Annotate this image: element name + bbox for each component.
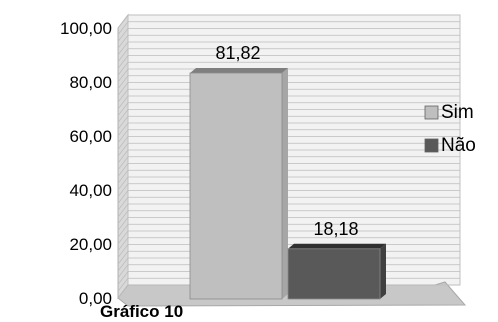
- side-gridline: [117, 176, 129, 191]
- side-gridline: [117, 129, 129, 143]
- bar-front: [189, 72, 283, 300]
- data-labels: 81,82 18,18: [215, 43, 358, 239]
- legend: Sim Não: [424, 102, 476, 156]
- bar-side: [380, 243, 386, 299]
- side-gridline: [117, 190, 129, 204]
- bar-sim: [189, 68, 288, 300]
- side-gridline: [117, 237, 129, 251]
- side-gridline: [117, 271, 129, 285]
- side-gridline: [117, 109, 129, 123]
- bars: [189, 68, 386, 300]
- bar-não: [287, 243, 386, 300]
- side-gridline: [117, 183, 129, 197]
- side-gridline: [117, 55, 129, 69]
- y-axis-ticks: 0,00 20,00 40,00 60,00 80,00 100,00: [60, 19, 112, 308]
- side-gridline: [117, 89, 129, 103]
- bar-side: [282, 68, 288, 299]
- y-tick-label: 0,00: [79, 289, 112, 308]
- y-tick-label: 40,00: [69, 181, 112, 200]
- side-gridline: [117, 14, 129, 29]
- side-gridline: [117, 35, 129, 49]
- gridlines: [117, 14, 460, 299]
- side-gridline: [117, 244, 129, 258]
- legend-label-sim: Sim: [441, 102, 474, 123]
- legend-swatch-não: [424, 138, 439, 153]
- side-gridline: [117, 21, 129, 35]
- side-gridline: [117, 210, 129, 224]
- side-gridline: [117, 203, 129, 218]
- side-gridline: [117, 75, 129, 89]
- side-gridline: [117, 122, 129, 137]
- side-gridline: [117, 28, 129, 42]
- side-gridline: [117, 82, 129, 96]
- bar-top: [190, 68, 288, 73]
- side-gridline: [117, 48, 129, 62]
- data-label-não: 18,18: [313, 219, 358, 239]
- side-gridline: [117, 251, 129, 265]
- side-gridline: [117, 68, 129, 83]
- y-tick-label: 20,00: [69, 235, 112, 254]
- side-gridline: [117, 149, 129, 164]
- y-tick-label: 80,00: [69, 73, 112, 92]
- side-gridline: [117, 170, 129, 184]
- side-gridline: [117, 163, 129, 177]
- side-gridline: [117, 41, 129, 56]
- side-gridline: [117, 62, 129, 76]
- legend-label-não: Não: [441, 135, 476, 156]
- side-gridline: [117, 230, 129, 245]
- side-gridline: [117, 224, 129, 238]
- data-label-sim: 81,82: [215, 43, 260, 63]
- side-gridline: [117, 264, 129, 278]
- y-tick-label: 100,00: [60, 19, 112, 38]
- bar-front: [287, 248, 381, 300]
- side-gridline: [117, 197, 129, 211]
- side-gridline: [117, 102, 129, 116]
- y-tick-label: 60,00: [69, 127, 112, 146]
- bar-top: [288, 243, 386, 249]
- side-gridline: [117, 217, 129, 231]
- side-gridline: [117, 156, 129, 170]
- side-gridline: [117, 136, 129, 150]
- side-gridline: [117, 143, 129, 157]
- legend-swatch-sim: [424, 105, 439, 120]
- side-gridline: [117, 278, 129, 292]
- side-gridline: [117, 116, 129, 130]
- side-gridline: [117, 95, 129, 110]
- chart-caption: Gráfico 10: [100, 302, 183, 321]
- side-gridline: [117, 257, 129, 272]
- side-gridline: [117, 284, 129, 299]
